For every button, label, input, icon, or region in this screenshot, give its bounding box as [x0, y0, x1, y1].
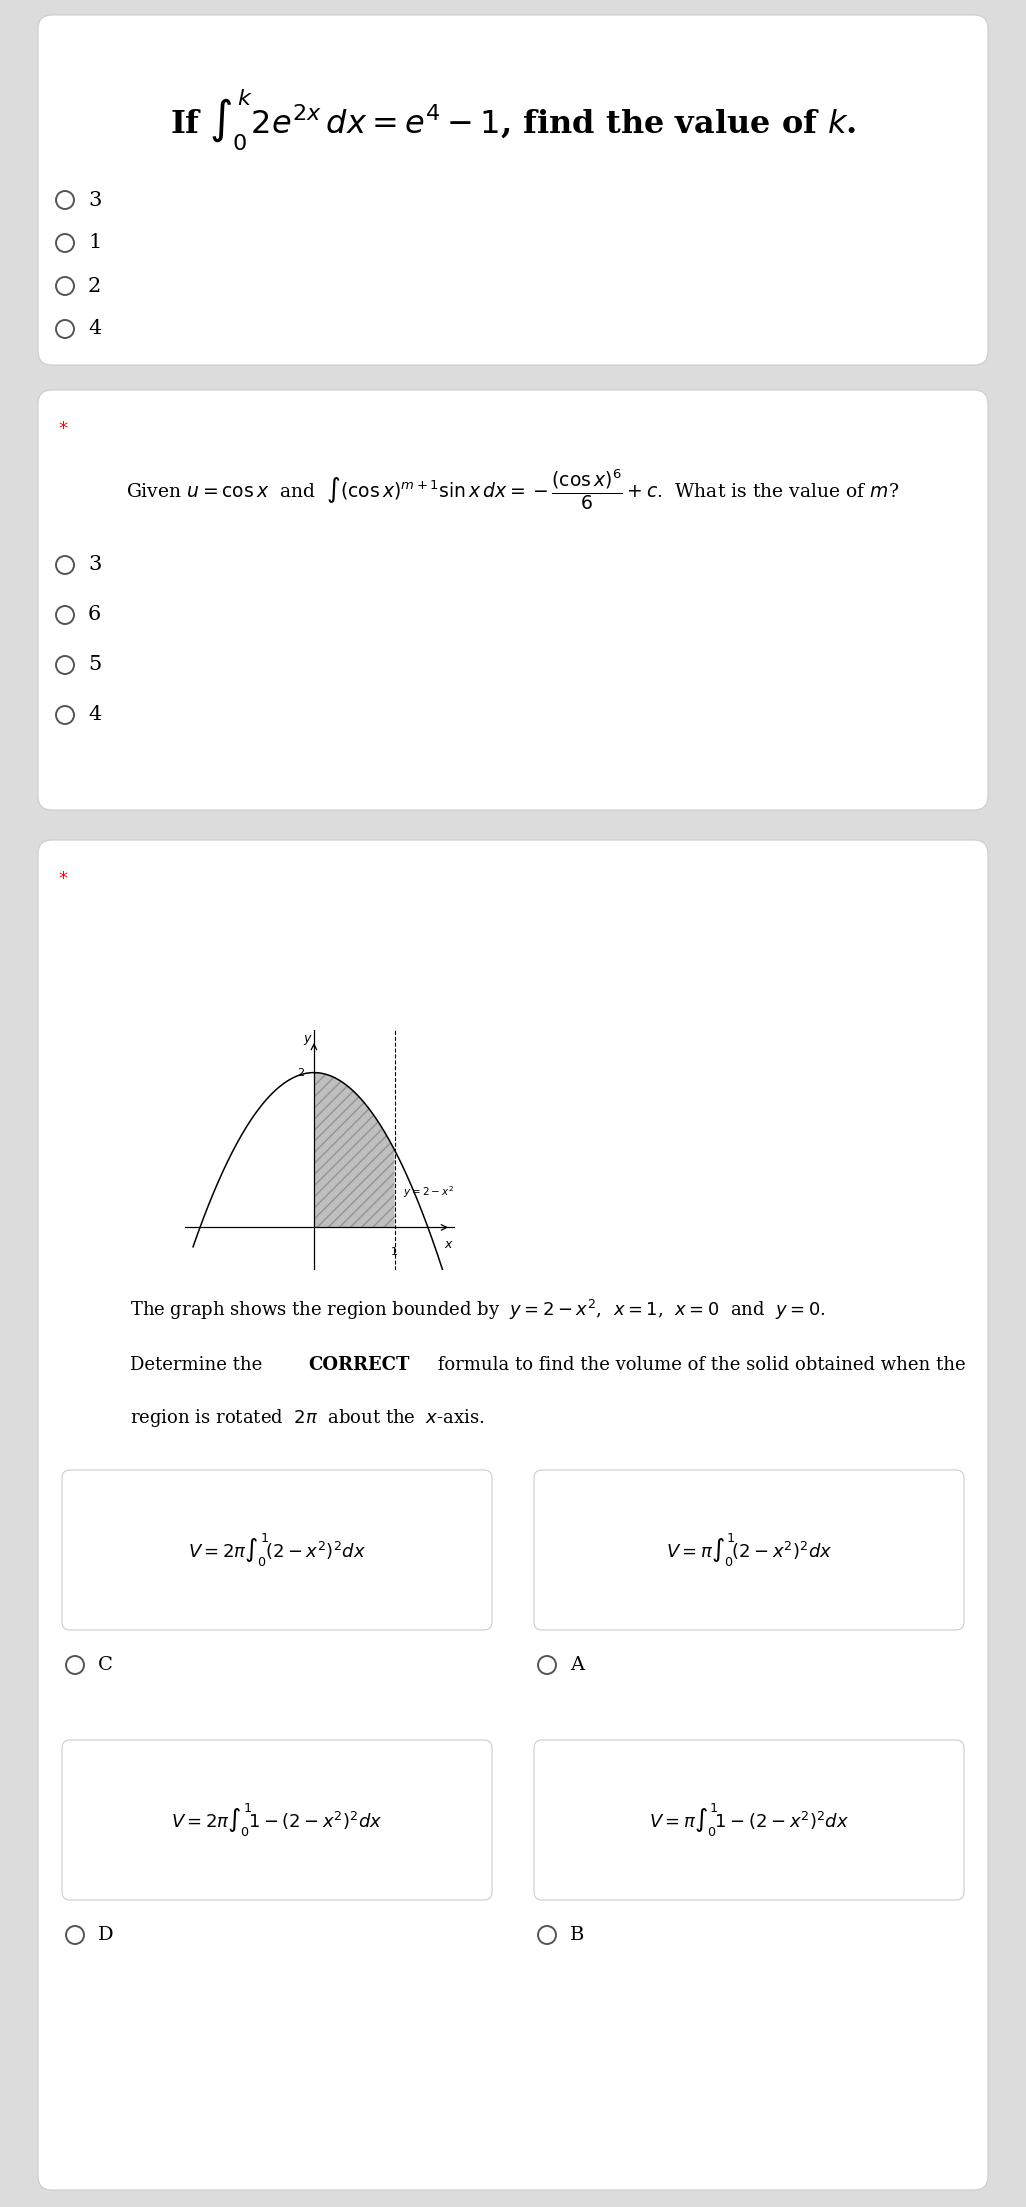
- Text: 2: 2: [88, 276, 102, 296]
- Text: 4: 4: [88, 706, 102, 724]
- FancyBboxPatch shape: [534, 1470, 964, 1631]
- Text: 1: 1: [391, 1247, 398, 1256]
- Text: 3: 3: [88, 190, 102, 210]
- Text: 1: 1: [88, 234, 102, 252]
- Text: 2: 2: [298, 1068, 305, 1077]
- Text: CORRECT: CORRECT: [308, 1355, 409, 1375]
- Text: formula to find the volume of the solid obtained when the: formula to find the volume of the solid …: [432, 1355, 965, 1375]
- Text: B: B: [570, 1927, 585, 1944]
- Text: C: C: [98, 1655, 113, 1673]
- Text: $V = 2\pi\int_0^1\!\left(2-x^2\right)^2 dx$: $V = 2\pi\int_0^1\!\left(2-x^2\right)^2 …: [188, 1532, 366, 1569]
- Text: *: *: [58, 870, 67, 887]
- Text: 4: 4: [88, 320, 102, 338]
- Text: The graph shows the region bounded by  $y=2-x^2$,  $x=1$,  $x=0$  and  $y=0$.: The graph shows the region bounded by $y…: [130, 1298, 826, 1322]
- Text: *: *: [58, 419, 67, 437]
- Text: $V = 2\pi\int_0^1\!1-\left(2-x^2\right)^2 dx$: $V = 2\pi\int_0^1\!1-\left(2-x^2\right)^…: [171, 1801, 383, 1838]
- FancyBboxPatch shape: [62, 1470, 492, 1631]
- FancyBboxPatch shape: [534, 1739, 964, 1900]
- Text: If $\int_0^k 2e^{2x}\,dx = e^4 - 1$, find the value of $k$.: If $\int_0^k 2e^{2x}\,dx = e^4 - 1$, fin…: [169, 86, 857, 152]
- FancyBboxPatch shape: [38, 841, 988, 2189]
- Text: $x$: $x$: [444, 1238, 455, 1251]
- Text: Determine the: Determine the: [130, 1355, 268, 1375]
- Text: D: D: [98, 1927, 114, 1944]
- Text: $y=2-x^2$: $y=2-x^2$: [402, 1185, 453, 1201]
- FancyBboxPatch shape: [38, 15, 988, 364]
- Text: $y$: $y$: [303, 1033, 313, 1046]
- Text: $V = \pi\int_0^1\!1-\left(2-x^2\right)^2 dx$: $V = \pi\int_0^1\!1-\left(2-x^2\right)^2…: [649, 1801, 849, 1838]
- Text: 3: 3: [88, 556, 102, 574]
- Text: A: A: [570, 1655, 584, 1673]
- FancyBboxPatch shape: [38, 391, 988, 810]
- Text: Given $u = \cos x$  and  $\int(\cos x)^{m+1}\sin x\,dx = -\dfrac{(\cos x)^6}{6}+: Given $u = \cos x$ and $\int(\cos x)^{m+…: [126, 468, 900, 512]
- Text: 5: 5: [88, 655, 102, 675]
- FancyBboxPatch shape: [62, 1739, 492, 1900]
- Text: 6: 6: [88, 605, 102, 625]
- Text: $V = \pi\int_0^1\!\left(2-x^2\right)^2 dx$: $V = \pi\int_0^1\!\left(2-x^2\right)^2 d…: [666, 1532, 832, 1569]
- Text: region is rotated  $2\pi$  about the  $x$-axis.: region is rotated $2\pi$ about the $x$-a…: [130, 1408, 484, 1428]
